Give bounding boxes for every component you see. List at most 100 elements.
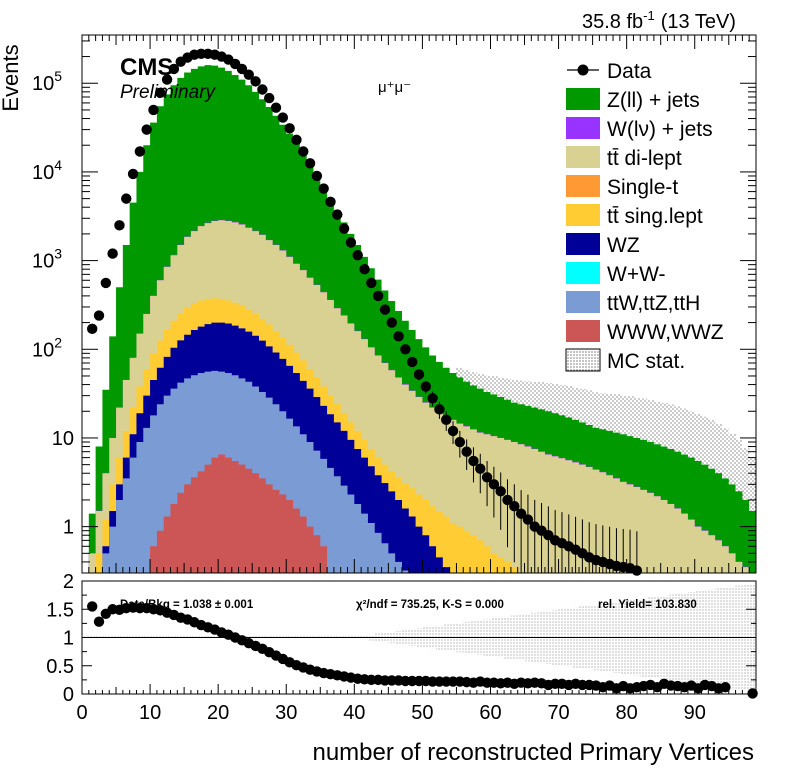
legend-item-wz: WZ: [566, 233, 640, 257]
legend-label: Z(ll) + jets: [607, 89, 700, 112]
data-point: [481, 472, 493, 483]
data-point: [427, 393, 438, 404]
data-point: [250, 76, 261, 87]
data-point: [311, 170, 323, 182]
data-point: [406, 356, 418, 368]
legend-swatch: [566, 146, 600, 168]
x-axis-title: number of reconstructed Primary Vertices: [312, 739, 754, 766]
data-point: [318, 183, 329, 194]
legend-swatch: [566, 233, 600, 255]
x-tick-label: 30: [275, 702, 297, 724]
preliminary-label: Preliminary: [120, 82, 217, 103]
data-point: [420, 381, 432, 392]
data-point: [434, 404, 445, 415]
ratio-point: [720, 682, 731, 693]
mc-stat-bin: [476, 373, 484, 404]
data-point: [100, 277, 112, 289]
legend-label: W+W-: [607, 263, 666, 286]
data-point: [509, 500, 520, 512]
legend-label: W(lν) + jets: [607, 118, 713, 141]
data-point: [413, 369, 425, 380]
legend-item-mcstat: MC stat.: [565, 348, 685, 373]
data-point: [386, 317, 397, 328]
legend-item-ww: W+W-: [566, 262, 666, 286]
legend-label: tt̄ di-lept: [607, 147, 682, 170]
legend-item-wlv: W(lν) + jets: [566, 117, 713, 141]
legend-swatch: [566, 320, 600, 342]
legend-item-vvv: WWW,WWZ: [566, 320, 724, 344]
x-tick-label: 70: [547, 702, 569, 724]
data-point: [338, 223, 350, 234]
data-point: [304, 158, 316, 169]
x-tick-label: 10: [139, 702, 161, 724]
y-tick-label: 105: [32, 68, 62, 95]
data-point: [522, 514, 534, 525]
legend-swatch: [566, 291, 600, 313]
data-series: [87, 48, 643, 576]
data-point: [243, 69, 254, 80]
x-tick-label: 0: [76, 702, 87, 724]
data-point: [468, 455, 479, 467]
y-axis-title: Events: [0, 44, 23, 111]
mc-stat-bin: [715, 424, 722, 523]
x-tick-label: 40: [343, 702, 365, 724]
data-point: [264, 92, 275, 104]
data-point: [495, 486, 506, 497]
mc-stat-bin: [524, 381, 532, 431]
y-tick-label: 103: [32, 246, 62, 273]
channel-label: μ⁺μ⁻: [378, 79, 411, 96]
ratio-point: [747, 688, 758, 699]
data-point: [400, 344, 411, 355]
x-tick-label: 90: [684, 702, 706, 724]
legend-item-zll: Z(ll) + jets: [566, 88, 700, 112]
ratio-axes: 0 10 20 30 40 50 60 70 80 90 0 0.5 1 1.5 2: [46, 571, 757, 724]
x-tick-label: 60: [479, 702, 501, 724]
y-tick-label: 10: [52, 428, 74, 450]
data-point: [93, 310, 105, 321]
data-point: [515, 508, 527, 519]
data-point: [257, 84, 268, 95]
main-frame: [81, 34, 757, 574]
ratio-y-tick-label: 0: [63, 684, 74, 706]
data-point: [141, 124, 152, 135]
legend-item-singlet: Single-t: [566, 175, 678, 199]
legend-swatch: [566, 88, 600, 110]
y-tick-label: 104: [32, 157, 62, 184]
data-point: [461, 446, 472, 457]
data-point: [277, 112, 289, 123]
data-point: [87, 323, 98, 335]
legend-label: MC stat.: [607, 350, 685, 373]
mc-stat-bin: [633, 397, 641, 479]
data-point: [155, 87, 166, 99]
lumi-label: 35.8 fb-1 (13 TeV): [582, 8, 736, 33]
data-point: [454, 436, 466, 448]
data-point: [393, 331, 404, 342]
data-point: [270, 102, 282, 113]
x-tick-label: 80: [616, 702, 638, 724]
chi2-stat: χ²/ndf = 735.25, K-S = 0.000: [356, 599, 504, 611]
data-point: [475, 463, 486, 474]
mc-stat-bin: [544, 383, 552, 440]
legend-swatch: [565, 348, 601, 372]
data-point: [148, 104, 159, 116]
legend-swatch: [566, 204, 600, 226]
data-point: [168, 63, 180, 75]
legend-label: ttW,ttZ,ttH: [607, 292, 700, 315]
legend-marker: [577, 64, 589, 76]
data-point: [298, 146, 309, 157]
legend-label: WWW,WWZ: [607, 321, 724, 344]
data-point: [372, 290, 384, 302]
data-point: [114, 220, 125, 231]
ratio-stat: Data/Bkg = 1.038 ± 0.001: [120, 599, 254, 611]
legend-label: WZ: [607, 234, 640, 257]
x-tick-label: 20: [207, 702, 229, 724]
data-point: [332, 209, 343, 220]
data-point: [502, 494, 513, 506]
ratio-point: [93, 616, 105, 627]
ratio-y-tick-label: 2: [63, 571, 74, 593]
data-point: [352, 250, 363, 261]
data-point: [161, 74, 173, 85]
legend-label: Data: [607, 60, 652, 83]
data-point: [291, 134, 302, 146]
